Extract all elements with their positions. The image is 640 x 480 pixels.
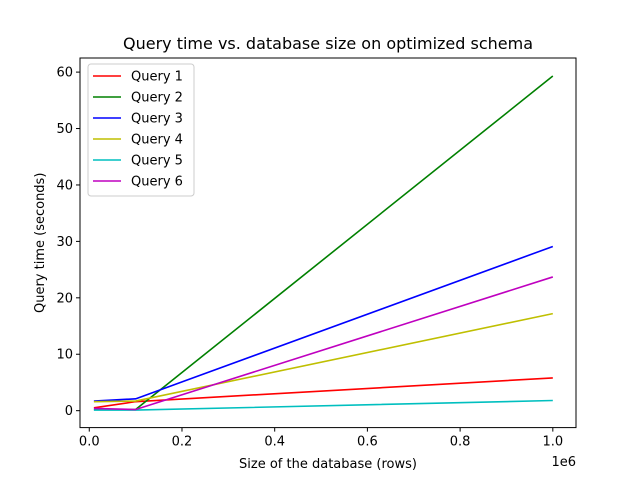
y-tick-label: 40 [56, 178, 73, 193]
chart-title: Query time vs. database size on optimize… [123, 34, 533, 53]
plot-area [93, 75, 554, 411]
y-tick-label: 10 [56, 348, 73, 363]
x-axis-label: Size of the database (rows) [239, 457, 417, 472]
y-axis-label: Query time (seconds) [33, 173, 48, 313]
series-line-query-5 [93, 399, 553, 411]
x-axis-offset-label: 1e6 [551, 455, 576, 470]
y-tick-label: 50 [56, 122, 73, 137]
plot-frame [79, 57, 577, 429]
legend: Query 1 Query 2 Query 3 Query 4 Query 5 Query… [87, 63, 195, 197]
x-tick-label: 0.8 [450, 435, 471, 450]
series-line-query-6 [93, 276, 554, 411]
legend-label: Query 4 [131, 133, 183, 148]
x-tick-label: 1.0 [542, 435, 563, 450]
y-axis: 0 10 20 30 40 50 60 [56, 66, 80, 419]
series-line-query-1 [93, 377, 553, 409]
legend-label: Query 1 [131, 70, 183, 85]
x-tick-label: 0.2 [172, 435, 193, 450]
legend-label: Query 5 [131, 154, 183, 169]
legend-label: Query 2 [131, 91, 183, 106]
y-tick-label: 60 [56, 66, 73, 81]
y-tick-label: 0 [65, 404, 73, 419]
x-tick-label: 0.4 [264, 435, 285, 450]
series-line-query-3 [93, 245, 554, 402]
y-tick-label: 20 [56, 291, 73, 306]
x-axis: 0.0 0.2 0.4 0.6 0.8 1.0 [79, 427, 563, 450]
y-tick-label: 30 [56, 235, 73, 250]
x-tick-label: 0.0 [79, 435, 100, 450]
x-tick-label: 0.6 [357, 435, 378, 450]
legend-label: Query 6 [131, 175, 183, 190]
legend-label: Query 3 [131, 112, 183, 127]
series-line-query-4 [93, 312, 553, 403]
